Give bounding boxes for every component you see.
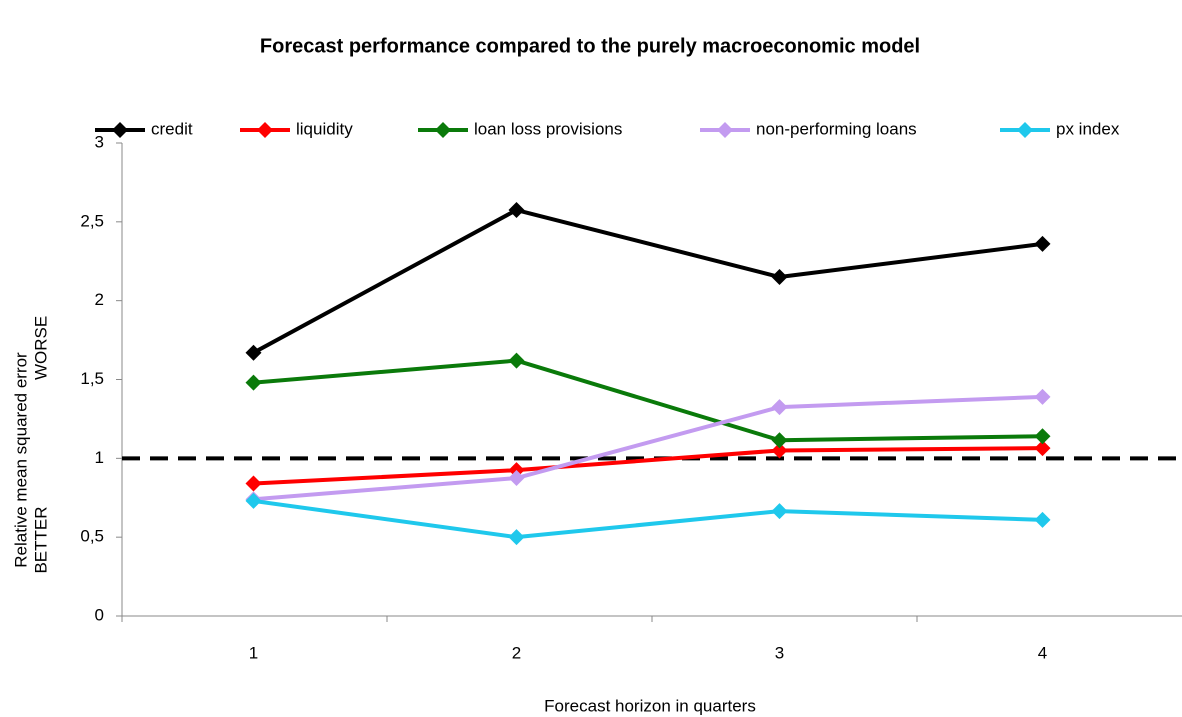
y-tick-label: 0,5: [80, 527, 104, 546]
legend-marker: [435, 122, 451, 138]
series-line: [253, 358, 1043, 443]
data-point: [1034, 440, 1051, 457]
series-line: [253, 394, 1043, 502]
y-tick-label: 1,5: [80, 369, 104, 388]
series-line: [253, 446, 1043, 486]
series-line: [252, 208, 1043, 355]
x-tick-label: 2: [512, 643, 521, 662]
chart-title: Forecast performance compared to the pur…: [260, 35, 920, 57]
y-tick-label: 2: [95, 290, 104, 309]
y-tick-label: 2,5: [80, 211, 104, 230]
data-point: [245, 475, 262, 492]
legend-label: liquidity: [296, 119, 353, 138]
x-tick-label: 1: [249, 643, 258, 662]
x-axis-label: Forecast horizon in quarters: [544, 696, 756, 715]
legend-marker: [1017, 122, 1033, 138]
data-point: [771, 442, 788, 459]
data-point: [508, 529, 525, 546]
data-point: [508, 202, 525, 219]
x-tick-label: 3: [775, 643, 784, 662]
series-line: [253, 498, 1043, 540]
data-point: [245, 344, 262, 361]
data-point: [1034, 235, 1051, 252]
data-point: [1034, 428, 1051, 445]
legend-label: px index: [1056, 119, 1120, 138]
y-tick-label: 0: [95, 605, 104, 624]
y-axis-label: Relative mean squared error: [11, 352, 30, 568]
legend-marker: [257, 122, 273, 138]
legend-label: loan loss provisions: [474, 119, 622, 138]
data-point: [245, 374, 262, 391]
annotation: WORSE: [31, 316, 50, 380]
data-point: [771, 269, 788, 286]
x-tick-label: 4: [1038, 643, 1047, 662]
data-point: [245, 492, 262, 509]
data-point: [508, 352, 525, 369]
data-point: [1034, 511, 1051, 528]
legend-marker: [717, 122, 733, 138]
legend-label: credit: [151, 119, 193, 138]
legend-label: non-performing loans: [756, 119, 917, 138]
data-point: [508, 470, 525, 487]
legend-marker: [112, 122, 128, 138]
y-tick-label: 1: [95, 448, 104, 467]
data-point: [771, 432, 788, 449]
data-point: [1034, 388, 1051, 405]
annotation: BETTER: [31, 506, 50, 573]
data-point: [771, 399, 788, 416]
data-point: [771, 503, 788, 520]
y-tick-label: 3: [95, 132, 104, 151]
